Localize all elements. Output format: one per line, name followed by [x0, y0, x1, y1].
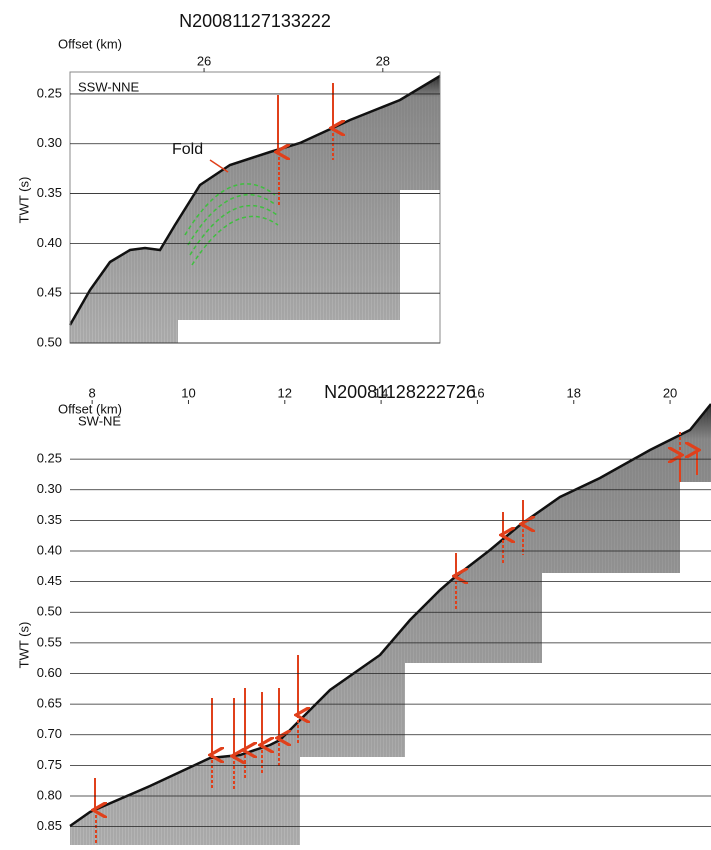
y-tick-label: 0.35: [37, 185, 62, 200]
x-tick-label: 8: [89, 385, 96, 400]
y-tick-label: 0.70: [37, 726, 62, 741]
x-axis-label: Offset (km): [58, 401, 122, 416]
x-axis-label: Offset (km): [58, 36, 122, 51]
x-tick-label: 10: [181, 385, 195, 400]
y-tick-label: 0.45: [37, 285, 62, 300]
seismic-image-2: [69, 403, 711, 845]
chart-title: N20081128222726: [324, 382, 476, 402]
y-tick-label: 0.25: [37, 451, 62, 466]
y-tick-label: 0.40: [37, 542, 62, 557]
y-axis-label: TWT (s): [16, 177, 31, 224]
x-tick-label: 20: [663, 385, 677, 400]
y-tick-label: 0.85: [37, 818, 62, 833]
annotation: Fold: [172, 141, 203, 158]
y-tick-label: 0.25: [37, 85, 62, 100]
y-tick-label: 0.40: [37, 235, 62, 250]
x-tick-label: 14: [374, 385, 388, 400]
y-tick-label: 0.55: [37, 634, 62, 649]
y-tick-label: 0.30: [37, 481, 62, 496]
y-tick-label: 0.50: [37, 604, 62, 619]
y-tick-label: 0.75: [37, 757, 62, 772]
x-tick-label: 12: [278, 385, 292, 400]
y-tick-label: 0.35: [37, 512, 62, 527]
x-tick-label: 16: [470, 385, 484, 400]
x-tick-label: 26: [197, 53, 211, 68]
y-tick-label: 0.30: [37, 135, 62, 150]
direction-label: SSW-NNE: [78, 79, 139, 94]
direction-label: SW-NE: [78, 413, 121, 428]
y-axis-label: TWT (s): [16, 622, 31, 669]
x-tick-label: 18: [567, 385, 581, 400]
x-tick-label: 28: [376, 53, 390, 68]
y-tick-label: 0.60: [37, 665, 62, 680]
seismic-image-1: [68, 71, 441, 344]
y-tick-label: 0.45: [37, 573, 62, 588]
y-tick-label: 0.65: [37, 696, 62, 711]
y-tick-label: 0.80: [37, 787, 62, 802]
y-tick-label: 0.50: [37, 334, 62, 349]
chart-title: N20081127133222: [179, 11, 331, 31]
